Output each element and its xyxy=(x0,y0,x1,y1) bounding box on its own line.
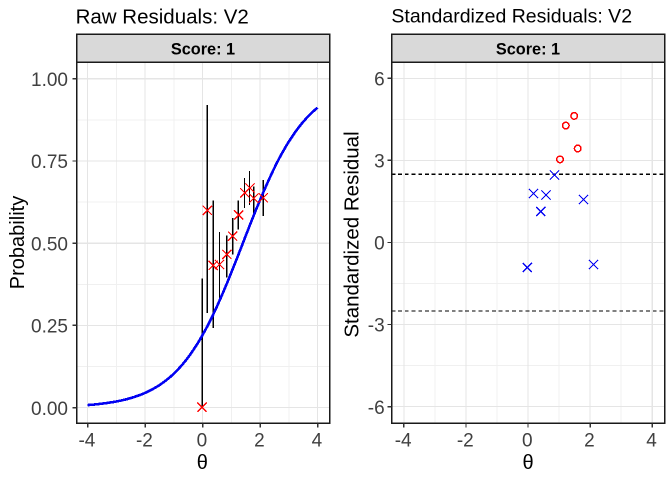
svg-text:Score: 1: Score: 1 xyxy=(171,41,235,59)
svg-text:0.75: 0.75 xyxy=(31,152,68,173)
svg-text:4: 4 xyxy=(646,431,657,452)
svg-text:2: 2 xyxy=(584,431,595,452)
svg-text:Raw Residuals: V2: Raw Residuals: V2 xyxy=(76,5,249,28)
svg-text:Standardized Residual: Standardized Residual xyxy=(341,131,364,337)
svg-text:θ: θ xyxy=(197,452,208,474)
svg-text:0: 0 xyxy=(197,431,208,452)
svg-text:-4: -4 xyxy=(395,431,412,452)
svg-text:0: 0 xyxy=(522,431,533,452)
svg-text:θ: θ xyxy=(522,452,533,474)
svg-text:-6: -6 xyxy=(368,398,385,419)
svg-text:4: 4 xyxy=(312,431,323,452)
svg-text:Probability: Probability xyxy=(7,196,29,289)
svg-text:-4: -4 xyxy=(78,431,95,452)
svg-text:-2: -2 xyxy=(136,431,153,452)
svg-text:Standardized Residuals: V2: Standardized Residuals: V2 xyxy=(391,5,632,27)
svg-text:-2: -2 xyxy=(457,431,474,452)
svg-text:2: 2 xyxy=(254,431,265,452)
svg-text:0.00: 0.00 xyxy=(31,399,68,420)
svg-text:-3: -3 xyxy=(368,316,385,337)
svg-text:0.25: 0.25 xyxy=(31,317,68,338)
svg-text:0.50: 0.50 xyxy=(31,234,68,255)
svg-text:0: 0 xyxy=(374,234,385,255)
svg-text:1.00: 1.00 xyxy=(31,70,68,91)
svg-text:6: 6 xyxy=(374,70,385,91)
svg-text:Score: 1: Score: 1 xyxy=(496,41,560,59)
svg-text:3: 3 xyxy=(374,152,385,173)
